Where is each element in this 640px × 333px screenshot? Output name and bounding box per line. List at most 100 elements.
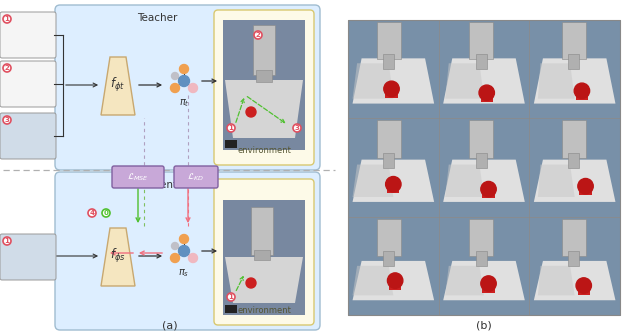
Bar: [470, 22, 493, 59]
Bar: [470, 120, 493, 158]
Bar: [529, 118, 620, 217]
Bar: [529, 20, 620, 118]
Circle shape: [481, 181, 496, 197]
FancyBboxPatch shape: [214, 179, 314, 325]
Circle shape: [3, 116, 11, 124]
FancyBboxPatch shape: [387, 182, 399, 193]
Polygon shape: [445, 63, 484, 99]
Bar: [383, 251, 394, 266]
FancyBboxPatch shape: [483, 187, 495, 198]
Polygon shape: [444, 261, 525, 300]
Bar: [438, 217, 529, 315]
Bar: [377, 219, 401, 256]
FancyBboxPatch shape: [174, 166, 218, 188]
Polygon shape: [445, 266, 484, 295]
Circle shape: [254, 31, 262, 39]
Bar: [223, 200, 305, 315]
Bar: [377, 22, 401, 59]
Bar: [383, 54, 394, 69]
FancyBboxPatch shape: [0, 61, 56, 107]
Polygon shape: [538, 165, 575, 197]
Circle shape: [481, 276, 496, 291]
Text: 2: 2: [4, 65, 10, 71]
Bar: [223, 20, 305, 150]
Text: environment: environment: [237, 146, 291, 155]
Circle shape: [384, 81, 399, 97]
Circle shape: [88, 209, 96, 217]
FancyBboxPatch shape: [0, 113, 56, 159]
Polygon shape: [534, 58, 616, 104]
Polygon shape: [534, 160, 616, 202]
Bar: [568, 153, 579, 167]
Polygon shape: [353, 58, 434, 104]
FancyBboxPatch shape: [0, 234, 56, 280]
Text: 0: 0: [104, 210, 108, 216]
FancyBboxPatch shape: [481, 91, 493, 102]
Text: 2: 2: [255, 32, 260, 38]
Bar: [256, 70, 272, 82]
FancyBboxPatch shape: [214, 10, 314, 165]
Bar: [562, 120, 586, 158]
Bar: [562, 219, 586, 256]
Circle shape: [172, 73, 179, 80]
Text: Teacher: Teacher: [137, 13, 177, 23]
Text: $\mathcal{L}_{KD}$: $\mathcal{L}_{KD}$: [188, 171, 205, 183]
Bar: [348, 118, 438, 217]
Polygon shape: [353, 266, 394, 295]
Polygon shape: [444, 160, 525, 202]
FancyBboxPatch shape: [576, 89, 588, 100]
Text: $\mathcal{L}_{MSE}$: $\mathcal{L}_{MSE}$: [127, 171, 149, 183]
Polygon shape: [534, 261, 616, 300]
Circle shape: [227, 293, 235, 301]
Text: 3: 3: [294, 125, 300, 131]
FancyBboxPatch shape: [55, 5, 320, 170]
Circle shape: [179, 234, 189, 243]
Bar: [253, 25, 275, 75]
Polygon shape: [353, 261, 434, 300]
Circle shape: [246, 107, 256, 117]
Circle shape: [576, 278, 591, 293]
Text: 4: 4: [90, 210, 95, 216]
Circle shape: [479, 85, 495, 101]
Circle shape: [386, 176, 401, 192]
Polygon shape: [445, 165, 484, 197]
Bar: [529, 217, 620, 315]
Circle shape: [3, 15, 11, 23]
Circle shape: [574, 83, 589, 99]
Polygon shape: [538, 266, 575, 295]
Bar: [438, 118, 529, 217]
Circle shape: [3, 237, 11, 245]
Polygon shape: [101, 228, 135, 286]
Circle shape: [179, 76, 189, 87]
Circle shape: [578, 178, 593, 194]
Text: 1: 1: [4, 16, 10, 22]
Bar: [348, 20, 620, 315]
Bar: [377, 120, 401, 158]
Text: $f_{\phi s}$: $f_{\phi s}$: [110, 247, 126, 265]
Bar: [476, 54, 487, 69]
Circle shape: [179, 65, 189, 74]
Text: (b): (b): [476, 320, 492, 330]
Circle shape: [170, 253, 179, 262]
Text: $\pi_t$: $\pi_t$: [179, 97, 189, 109]
FancyBboxPatch shape: [579, 184, 592, 195]
Circle shape: [3, 64, 11, 72]
Bar: [254, 250, 270, 260]
Bar: [225, 140, 237, 148]
Circle shape: [179, 245, 189, 256]
Text: environment: environment: [237, 306, 291, 315]
FancyBboxPatch shape: [55, 172, 320, 330]
Polygon shape: [225, 257, 303, 303]
Bar: [568, 54, 579, 69]
Circle shape: [293, 124, 301, 132]
Bar: [568, 251, 579, 266]
Bar: [476, 251, 487, 266]
FancyBboxPatch shape: [577, 283, 590, 295]
FancyBboxPatch shape: [483, 281, 495, 293]
Circle shape: [387, 273, 403, 288]
Bar: [225, 305, 237, 313]
Bar: [438, 20, 529, 118]
Circle shape: [189, 84, 198, 93]
Text: 1: 1: [4, 238, 10, 244]
Polygon shape: [353, 165, 394, 197]
